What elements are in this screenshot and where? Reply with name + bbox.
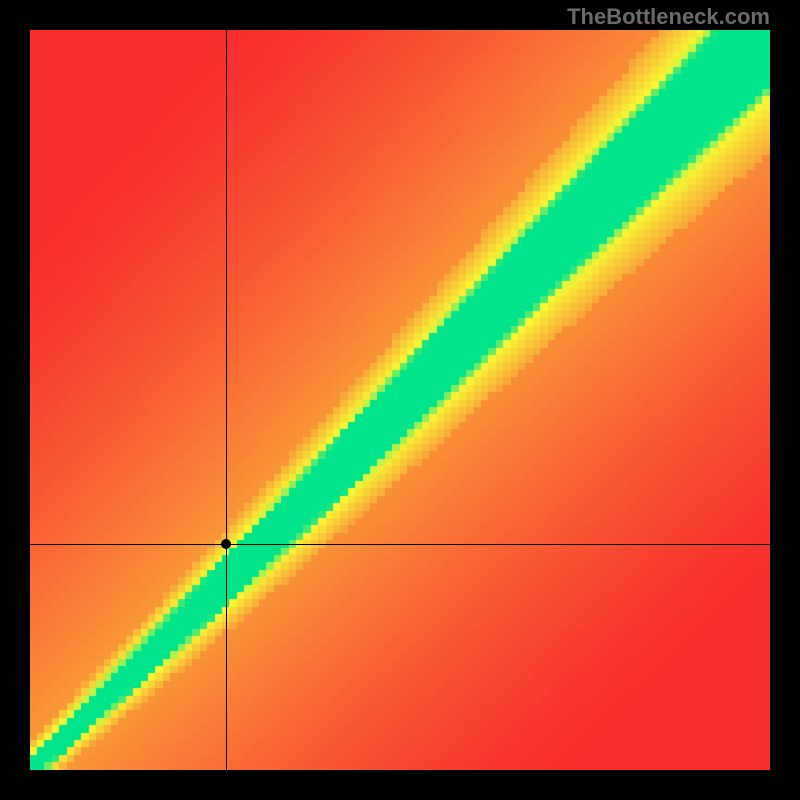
watermark-text: TheBottleneck.com xyxy=(567,4,770,30)
crosshair-marker xyxy=(221,539,231,549)
crosshair-vertical xyxy=(226,30,227,770)
crosshair-horizontal xyxy=(30,544,770,545)
heatmap-canvas xyxy=(30,30,770,770)
bottleneck-heatmap xyxy=(30,30,770,770)
